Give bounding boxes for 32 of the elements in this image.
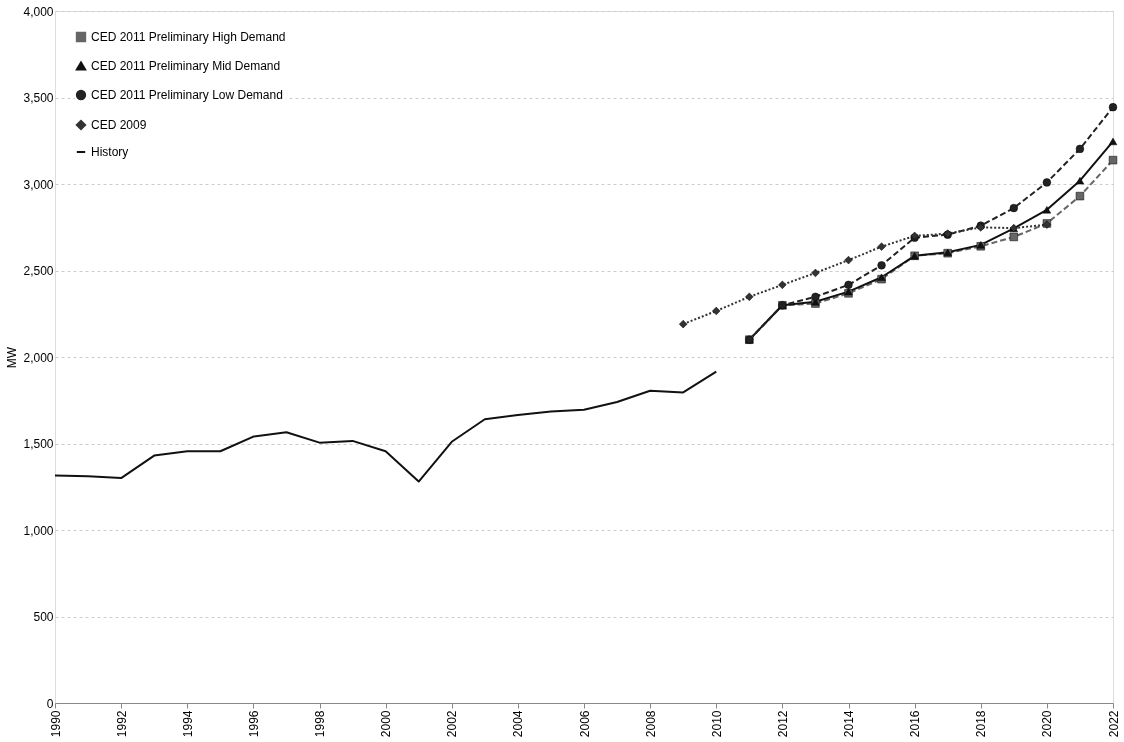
x-tick-label: 2002: [445, 710, 460, 738]
x-tick-label: 2020: [1040, 710, 1055, 738]
x-tick-label: 2010: [709, 710, 724, 738]
y-tick-label: 500: [33, 610, 54, 624]
legend-label: History: [91, 145, 129, 159]
y-axis-title: MW: [5, 346, 20, 369]
x-tick-label: 1996: [246, 710, 261, 738]
y-tick-label: 3,000: [23, 177, 54, 192]
x-tick-label: 2008: [643, 710, 658, 738]
x-tick-label: 1990: [48, 710, 63, 738]
y-tick-label: 2,500: [23, 264, 54, 278]
x-tick-label: 2014: [842, 710, 856, 738]
y-tick-label: 3,500: [23, 91, 54, 105]
y-tick-label: 1,500: [23, 437, 54, 451]
x-tick-label: 1998: [313, 710, 327, 738]
legend-label: CED 2011 Preliminary Mid Demand: [91, 59, 281, 73]
legend-label: CED 2011 Preliminary Low Demand: [91, 88, 283, 102]
x-tick-label: 1994: [180, 710, 195, 738]
y-tick-label: 1,000: [23, 523, 54, 538]
x-tick-label: 2004: [511, 710, 526, 738]
x-tick-label: 2018: [974, 710, 989, 738]
y-tick-label: 0: [46, 696, 54, 711]
y-tick-label: 4,000: [23, 4, 54, 19]
x-tick-label: 2022: [1106, 710, 1121, 738]
legend-label: CED 2009: [91, 118, 147, 132]
y-tick-label: 2,000: [23, 350, 54, 365]
x-tick-label: 2016: [908, 710, 923, 738]
x-tick-label: 2012: [775, 710, 790, 738]
x-tick-label: 1992: [114, 710, 129, 738]
x-tick-label: 2006: [577, 710, 592, 738]
legend-label: CED 2011 Preliminary High Demand: [91, 30, 286, 44]
x-tick-label: 2000: [379, 710, 394, 738]
